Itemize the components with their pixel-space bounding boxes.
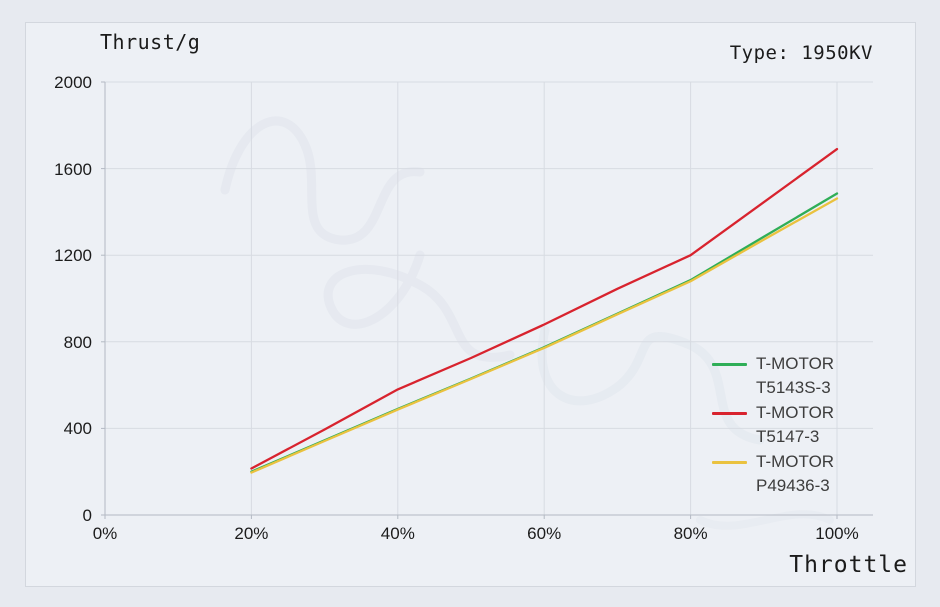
y-tick-label: 1600 bbox=[54, 159, 92, 179]
legend-label: T-MOTOR P49436-3 bbox=[756, 452, 835, 495]
y-tick-label: 2000 bbox=[54, 73, 92, 92]
series-line-T5147-3 bbox=[250, 147, 839, 470]
series-lines bbox=[250, 147, 839, 474]
legend: T-MOTOR T5143S-3 T-MOTOR T5147-3 T-MOTOR P… bbox=[712, 352, 834, 499]
legend-swatch-icon bbox=[712, 363, 747, 366]
chart-panel bbox=[25, 22, 916, 587]
gridlines bbox=[105, 81, 873, 515]
legend-label: T-MOTOR T5143S-3 bbox=[756, 354, 835, 397]
y-tick-label: 0 bbox=[82, 506, 92, 525]
watermark bbox=[220, 116, 834, 530]
x-tick-label: 0% bbox=[92, 524, 118, 543]
motor-type-label: Type: 1950KV bbox=[729, 42, 873, 64]
x-tick-label: 40% bbox=[380, 524, 415, 543]
legend-item-T5143S-3: T-MOTOR T5143S-3 bbox=[712, 352, 834, 400]
legend-label: T-MOTOR T5147-3 bbox=[756, 403, 835, 446]
x-tick-label: 100% bbox=[815, 524, 859, 543]
x-axis-title: Throttle bbox=[789, 552, 908, 578]
x-tick-label: 20% bbox=[234, 524, 269, 543]
chart-title: Thrust/g bbox=[100, 30, 201, 54]
x-tick-label: 80% bbox=[673, 524, 708, 543]
y-tick-label: 800 bbox=[63, 332, 92, 352]
axes bbox=[101, 81, 873, 519]
y-tick-label: 400 bbox=[63, 419, 92, 439]
legend-swatch-icon bbox=[712, 461, 747, 464]
legend-item-P49436-3: T-MOTOR P49436-3 bbox=[712, 450, 834, 498]
legend-item-T5147-3: T-MOTOR T5147-3 bbox=[712, 401, 834, 449]
y-tick-label: 1200 bbox=[54, 246, 92, 266]
series-line-P49436-3 bbox=[250, 197, 839, 474]
x-tick-label: 60% bbox=[527, 524, 562, 543]
legend-swatch-icon bbox=[712, 412, 747, 415]
